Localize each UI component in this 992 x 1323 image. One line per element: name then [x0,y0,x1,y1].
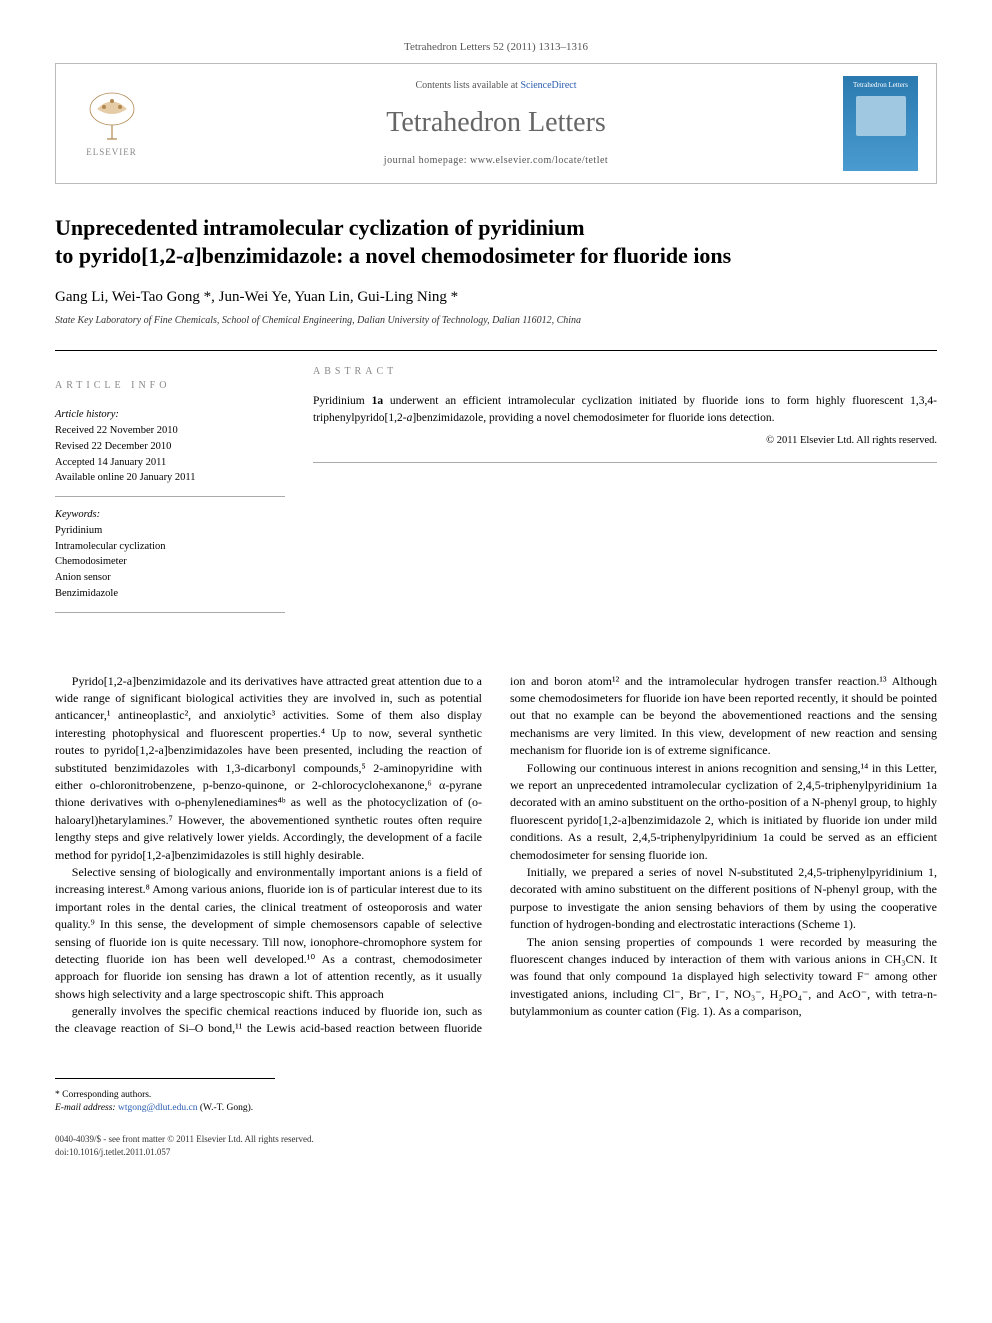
cover-title: Tetrahedron Letters [853,82,908,90]
journal-header: ELSEVIER Contents lists available at Sci… [55,63,937,184]
corresponding-authors-note: * Corresponding authors. [55,1089,937,1102]
elsevier-logo: ELSEVIER [74,84,149,164]
contents-prefix: Contents lists available at [415,80,520,91]
accepted-date: Accepted 14 January 2011 [55,455,285,471]
keyword: Anion sensor [55,570,285,586]
elsevier-tree-icon [82,89,142,144]
footnote-separator [55,1078,275,1085]
abstract-part-a: Pyridinium [313,395,372,407]
authors-line: Gang Li, Wei-Tao Gong *, Jun-Wei Ye, Yua… [55,287,937,308]
keyword: Intramolecular cyclization [55,539,285,555]
header-center: Contents lists available at ScienceDirec… [167,79,825,168]
affiliation: State Key Laboratory of Fine Chemicals, … [55,314,937,328]
received-date: Received 22 November 2010 [55,423,285,439]
journal-cover-thumbnail: Tetrahedron Letters [843,76,918,171]
keywords-heading: Keywords: [55,507,285,523]
article-body: Pyrido[1,2-a]benzimidazole and its deriv… [55,673,937,1038]
journal-name: Tetrahedron Letters [167,103,825,142]
abstract-column: ABSTRACT Pyridinium 1a underwent an effi… [313,351,937,622]
email-attribution: (W.-T. Gong). [197,1103,253,1113]
journal-reference: Tetrahedron Letters 52 (2011) 1313–1316 [55,40,937,55]
revised-date: Revised 22 December 2010 [55,439,285,455]
footer-left: 0040-4039/$ - see front matter © 2011 El… [55,1133,314,1158]
elsevier-label: ELSEVIER [86,146,137,159]
article-history-block: Article history: Received 22 November 20… [55,407,285,497]
body-paragraph-5: Initially, we prepared a series of novel… [510,864,937,934]
abstract-label: ABSTRACT [313,351,937,379]
body-paragraph-2: Selective sensing of biologically and en… [55,864,482,1003]
footnotes: * Corresponding authors. E-mail address:… [55,1089,937,1116]
contents-available-line: Contents lists available at ScienceDirec… [167,79,825,93]
front-matter-line: 0040-4039/$ - see front matter © 2011 El… [55,1133,314,1146]
keyword: Benzimidazole [55,586,285,602]
keywords-block: Keywords: Pyridinium Intramolecular cycl… [55,507,285,613]
keyword: Chemodosimeter [55,554,285,570]
corresponding-email-link[interactable]: wtgong@dlut.edu.cn [118,1103,197,1113]
info-abstract-row: ARTICLE INFO Article history: Received 2… [55,350,937,622]
homepage-prefix: journal homepage: [384,155,470,166]
email-label: E-mail address: [55,1103,118,1113]
history-heading: Article history: [55,407,285,423]
sciencedirect-link[interactable]: ScienceDirect [520,80,576,91]
page-footer: 0040-4039/$ - see front matter © 2011 El… [55,1133,937,1158]
email-line: E-mail address: wtgong@dlut.edu.cn (W.-T… [55,1102,937,1115]
title-line-2b: ]benzimidazole: a novel chemodosimeter f… [194,243,731,268]
article-info-label: ARTICLE INFO [55,365,285,393]
body-paragraph-6: The anion sensing properties of compound… [510,934,937,1021]
copyright-line: © 2011 Elsevier Ltd. All rights reserved… [313,433,937,448]
title-line-1: Unprecedented intramolecular cyclization… [55,215,585,240]
article-title: Unprecedented intramolecular cyclization… [55,214,937,269]
homepage-line: journal homepage: www.elsevier.com/locat… [167,154,825,168]
abstract-text: Pyridinium 1a underwent an efficient int… [313,393,937,463]
abstract-part-d: ]benzimidazole, providing a novel chemod… [412,412,774,424]
doi-line: doi:10.1016/j.tetlet.2011.01.057 [55,1146,314,1159]
body-paragraph-1: Pyrido[1,2-a]benzimidazole and its deriv… [55,673,482,864]
keyword: Pyridinium [55,523,285,539]
article-info-column: ARTICLE INFO Article history: Received 2… [55,351,285,622]
cover-image-placeholder [856,96,906,136]
online-date: Available online 20 January 2011 [55,470,285,486]
body-paragraph-4: Following our continuous interest in ani… [510,760,937,864]
homepage-url[interactable]: www.elsevier.com/locate/tetlet [470,155,608,166]
title-line-2a: to pyrido[1,2- [55,243,183,268]
abstract-compound-1a: 1a [372,395,384,407]
title-line-2-ital: a [183,243,194,268]
